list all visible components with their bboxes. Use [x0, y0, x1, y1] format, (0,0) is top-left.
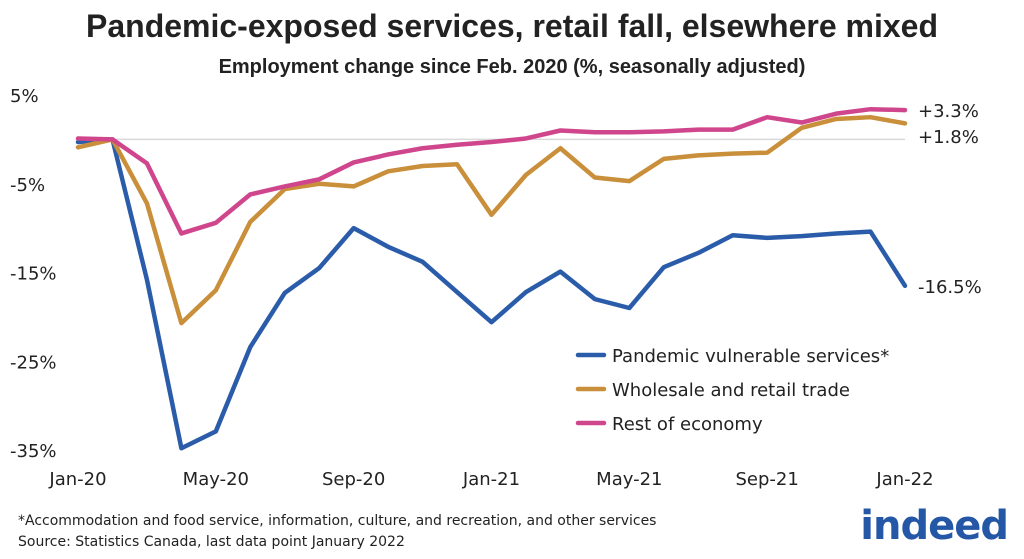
chart-title: Pandemic-exposed services, retail fall, …	[86, 8, 938, 44]
legend-label-0: Pandemic vulnerable services*	[612, 346, 889, 367]
y-tick-label: 5%	[10, 86, 39, 107]
footnote: *Accommodation and food service, informa…	[18, 513, 657, 529]
series-line-1	[75, 114, 908, 326]
x-tick-label: Sep-20	[322, 469, 385, 490]
x-tick-label: Jan-22	[875, 469, 933, 490]
end-label-0: -16.5%	[918, 277, 982, 298]
series-line-0	[75, 137, 908, 451]
y-tick-label: -15%	[10, 264, 57, 285]
end-label-1: +1.8%	[918, 127, 979, 148]
x-tick-label: Sep-21	[736, 469, 799, 490]
chart-subtitle: Employment change since Feb. 2020 (%, se…	[218, 56, 806, 78]
x-tick-label: Jan-20	[48, 469, 106, 490]
legend-label-1: Wholesale and retail trade	[612, 380, 850, 401]
legend-label-2: Rest of economy	[612, 414, 763, 435]
x-tick-label: May-21	[596, 469, 662, 490]
y-tick-label: -35%	[10, 441, 57, 462]
source-note: Source: Statistics Canada, last data poi…	[18, 534, 405, 550]
y-tick-label: -25%	[10, 352, 57, 373]
x-tick-label: Jan-21	[462, 469, 520, 490]
series-line-2	[75, 106, 908, 236]
x-tick-label: May-20	[183, 469, 249, 490]
end-label-2: +3.3%	[918, 101, 979, 122]
indeed-logo: indeed	[860, 503, 1009, 549]
y-tick-label: -5%	[10, 175, 45, 196]
